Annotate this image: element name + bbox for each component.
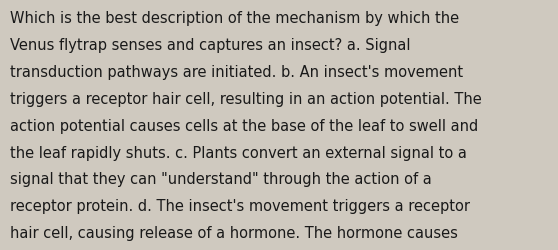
- Text: receptor protein. d. The insect's movement triggers a receptor: receptor protein. d. The insect's moveme…: [10, 198, 470, 214]
- Text: the leaf rapidly shuts. c. Plants convert an external signal to a: the leaf rapidly shuts. c. Plants conver…: [10, 145, 467, 160]
- Text: signal that they can "understand" through the action of a: signal that they can "understand" throug…: [10, 172, 432, 187]
- Text: action potential causes cells at the base of the leaf to swell and: action potential causes cells at the bas…: [10, 118, 478, 133]
- Text: triggers a receptor hair cell, resulting in an action potential. The: triggers a receptor hair cell, resulting…: [10, 92, 482, 106]
- Text: hair cell, causing release of a hormone. The hormone causes: hair cell, causing release of a hormone.…: [10, 225, 458, 240]
- Text: Venus flytrap senses and captures an insect? a. Signal: Venus flytrap senses and captures an ins…: [10, 38, 411, 53]
- Text: transduction pathways are initiated. b. An insect's movement: transduction pathways are initiated. b. …: [10, 65, 463, 80]
- Text: Which is the best description of the mechanism by which the: Which is the best description of the mec…: [10, 11, 459, 26]
